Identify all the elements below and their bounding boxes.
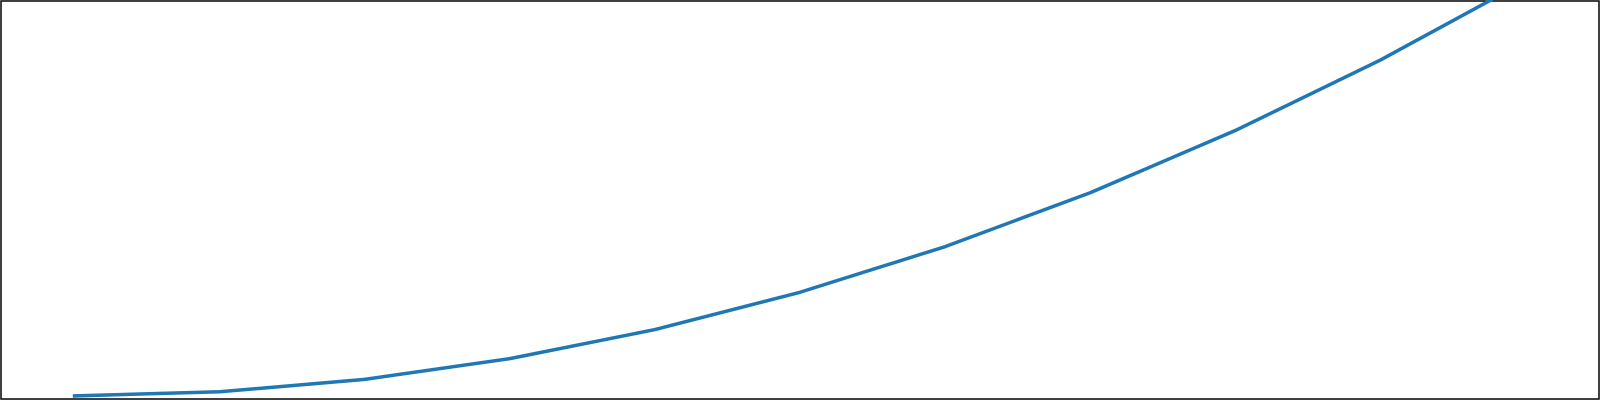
series-line	[72, 0, 1495, 398]
series-layer	[72, 0, 1495, 398]
series-0	[72, 0, 1495, 398]
